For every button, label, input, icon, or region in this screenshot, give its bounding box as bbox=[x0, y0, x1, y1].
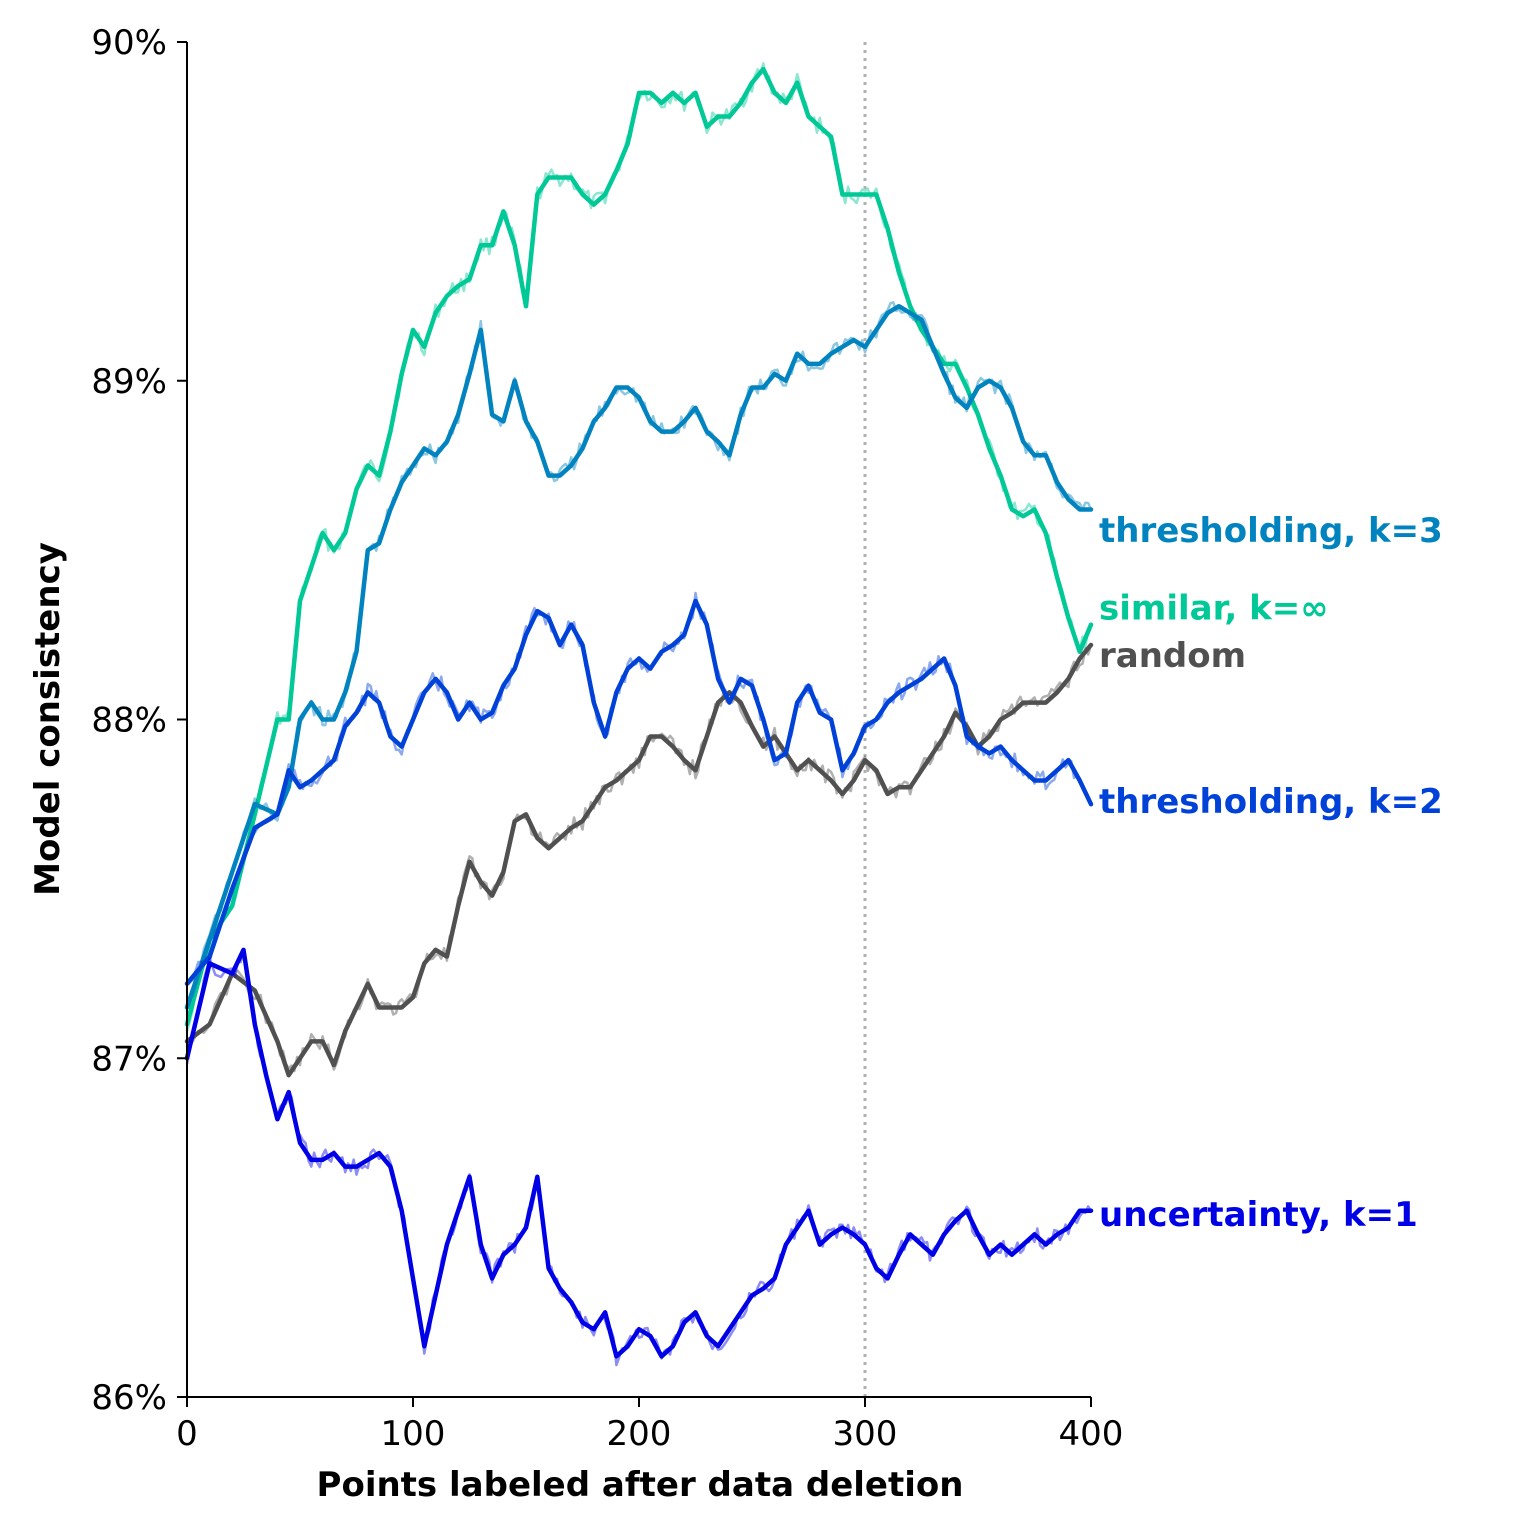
series-line bbox=[184, 303, 1094, 1010]
series-raw-line bbox=[186, 591, 1093, 987]
x-tick-label: 200 bbox=[607, 1414, 672, 1454]
y-tick-label: 88% bbox=[91, 701, 167, 741]
x-tick-label: 400 bbox=[1059, 1414, 1124, 1454]
x-tick-label: 300 bbox=[833, 1414, 898, 1454]
y-tick-label: 86% bbox=[91, 1378, 167, 1418]
series-label: thresholding, k=3 bbox=[1099, 511, 1443, 551]
series-raw-line bbox=[186, 644, 1093, 1073]
x-axis-title: Points labeled after data deletion bbox=[317, 1465, 964, 1505]
series-raw-line bbox=[185, 62, 1093, 1032]
series-line bbox=[184, 947, 1094, 1359]
series-label: similar, k=∞ bbox=[1099, 589, 1329, 629]
x-tick-label: 100 bbox=[381, 1414, 446, 1454]
ticks: 0 100 200 300 400 86% 87% 88% 89% 90% bbox=[91, 23, 1123, 1454]
series-line bbox=[184, 642, 1094, 1078]
y-tick-label: 90% bbox=[91, 23, 167, 63]
series-line bbox=[184, 66, 1094, 1027]
series-label: random bbox=[1099, 636, 1246, 676]
series-label: uncertainty, k=1 bbox=[1099, 1195, 1418, 1235]
series-label: thresholding, k=2 bbox=[1099, 782, 1443, 822]
y-axis-title: Model consistency bbox=[28, 542, 68, 896]
y-tick-label: 87% bbox=[91, 1039, 167, 1079]
series-labels: thresholding, k=3 similar, k=∞ random thres… bbox=[1099, 511, 1443, 1235]
y-tick-label: 89% bbox=[91, 362, 167, 402]
series-layer bbox=[184, 62, 1094, 1367]
series-line bbox=[184, 598, 1094, 986]
x-tick-label: 0 bbox=[176, 1414, 198, 1454]
series-raw-line bbox=[186, 301, 1093, 1002]
